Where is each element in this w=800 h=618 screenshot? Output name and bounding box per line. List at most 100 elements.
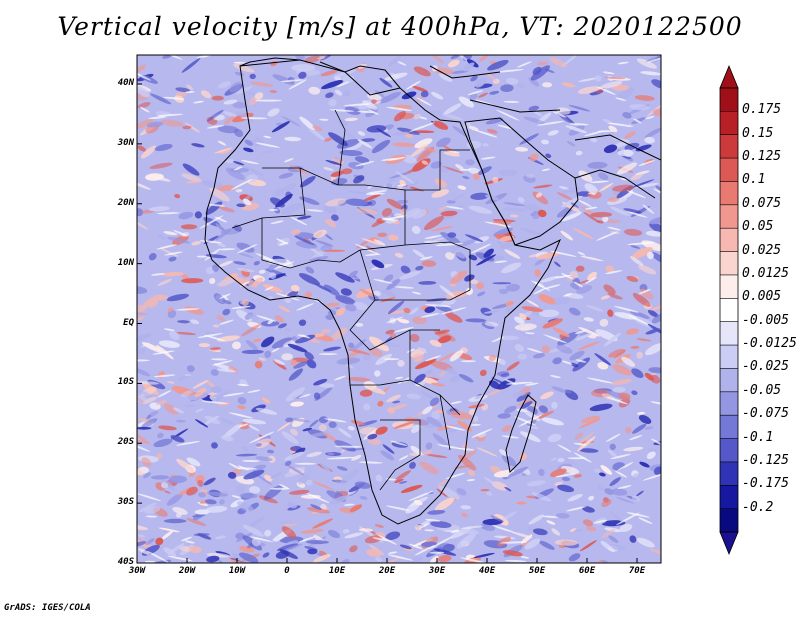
field-speckle — [424, 369, 433, 375]
lon-tick-label: 30E — [428, 566, 446, 576]
field-speckle — [188, 546, 202, 554]
field-speckle — [379, 77, 393, 88]
field-speckle — [622, 112, 632, 119]
field-speckle — [137, 180, 152, 190]
field-speckle — [250, 81, 274, 87]
field-speckle — [371, 259, 385, 269]
field-speckle — [602, 215, 609, 223]
field-streak — [263, 135, 272, 139]
field-speckle — [609, 206, 630, 216]
field-speckle — [647, 309, 659, 318]
field-streak — [470, 423, 481, 426]
field-speckle — [618, 392, 631, 401]
field-speckle — [164, 490, 171, 494]
field-speckle — [556, 344, 573, 354]
field-speckle — [439, 371, 446, 377]
colorbar-segment — [720, 134, 738, 159]
field-speckle — [613, 140, 630, 148]
field-speckle — [284, 460, 292, 466]
field-speckle — [434, 329, 450, 335]
field-streak — [626, 512, 651, 518]
field-streak — [283, 158, 294, 163]
field-speckle — [298, 71, 307, 79]
field-speckle — [305, 479, 313, 486]
plot-frame — [136, 54, 662, 564]
field-speckle — [198, 491, 207, 498]
field-streak — [157, 390, 172, 398]
field-speckle — [243, 469, 265, 480]
field-speckle — [233, 61, 246, 64]
field-streak — [233, 166, 243, 171]
field-speckle — [599, 472, 606, 477]
lat-tick-label: 20S — [117, 437, 134, 448]
lon-tick-label: 20W — [178, 566, 196, 576]
field-speckle — [170, 435, 185, 443]
field-speckle — [605, 265, 615, 273]
field-streak — [604, 270, 623, 275]
field-speckle — [435, 305, 454, 313]
field-speckle — [544, 68, 555, 73]
field-speckle — [324, 137, 333, 142]
field-speckle — [320, 69, 338, 77]
field-speckle — [291, 64, 316, 72]
field-speckle — [578, 77, 598, 82]
field-streak — [148, 116, 167, 119]
field-speckle — [412, 85, 428, 93]
field-speckle — [271, 121, 291, 133]
field-speckle — [312, 125, 323, 132]
field-speckle — [224, 115, 235, 125]
field-streak — [451, 529, 460, 534]
field-speckle — [609, 477, 621, 487]
field-speckle — [340, 288, 352, 296]
field-speckle — [137, 368, 151, 377]
field-streak — [248, 431, 275, 444]
field-speckle — [253, 338, 262, 343]
field-streak — [397, 184, 407, 187]
field-speckle — [309, 431, 331, 437]
field-speckle — [185, 122, 200, 133]
field-speckle — [354, 481, 371, 489]
field-streak — [424, 304, 452, 307]
field-speckle — [552, 357, 562, 365]
field-streak — [460, 360, 477, 363]
field-speckle — [542, 82, 553, 88]
field-speckle — [248, 91, 255, 96]
field-streak — [137, 70, 152, 81]
field-speckle — [551, 386, 568, 393]
field-speckle — [526, 480, 546, 487]
field-speckle — [156, 453, 163, 460]
field-speckle — [434, 178, 447, 188]
field-speckle — [616, 162, 638, 175]
field-streak — [549, 375, 561, 379]
field-speckle — [323, 432, 337, 442]
field-speckle — [449, 349, 464, 362]
field-speckle — [250, 139, 260, 148]
field-speckle — [216, 368, 237, 373]
field-speckle — [589, 137, 598, 143]
field-streak — [518, 414, 543, 427]
field-streak — [210, 358, 228, 361]
field-streak — [607, 226, 622, 231]
field-speckle — [161, 530, 174, 540]
field-speckle — [413, 419, 430, 426]
field-speckle — [409, 334, 420, 342]
field-speckle — [575, 150, 583, 156]
field-speckle — [600, 81, 623, 89]
field-streak — [574, 442, 587, 446]
field-speckle — [299, 175, 316, 188]
field-speckle — [649, 216, 661, 225]
field-speckle — [287, 343, 308, 353]
field-speckle — [158, 294, 168, 301]
field-speckle — [438, 335, 452, 344]
field-streak — [326, 456, 355, 460]
field-speckle — [236, 267, 255, 273]
field-speckle — [528, 514, 545, 525]
field-speckle — [644, 426, 654, 430]
field-streak — [638, 289, 651, 295]
field-speckle — [536, 61, 549, 66]
field-speckle — [394, 478, 404, 484]
field-speckle — [342, 528, 350, 534]
field-streak — [605, 433, 621, 442]
field-speckle — [534, 269, 541, 277]
field-streak — [193, 100, 204, 104]
